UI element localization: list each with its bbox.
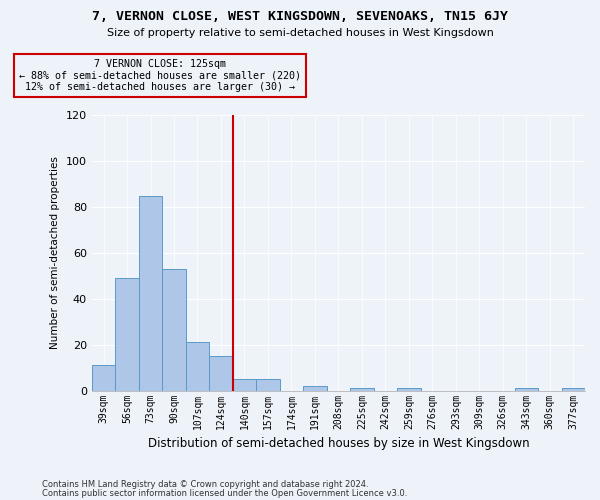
Text: Size of property relative to semi-detached houses in West Kingsdown: Size of property relative to semi-detach… xyxy=(107,28,493,38)
Bar xyxy=(303,386,326,390)
Bar xyxy=(350,388,374,390)
Y-axis label: Number of semi-detached properties: Number of semi-detached properties xyxy=(50,156,60,350)
Bar xyxy=(562,388,585,390)
Bar xyxy=(139,196,162,390)
Text: Contains public sector information licensed under the Open Government Licence v3: Contains public sector information licen… xyxy=(42,489,407,498)
Bar xyxy=(209,356,233,390)
Bar xyxy=(397,388,421,390)
Bar xyxy=(92,366,115,390)
X-axis label: Distribution of semi-detached houses by size in West Kingsdown: Distribution of semi-detached houses by … xyxy=(148,437,529,450)
Bar xyxy=(515,388,538,390)
Text: 7, VERNON CLOSE, WEST KINGSDOWN, SEVENOAKS, TN15 6JY: 7, VERNON CLOSE, WEST KINGSDOWN, SEVENOA… xyxy=(92,10,508,23)
Bar xyxy=(256,379,280,390)
Bar xyxy=(162,269,186,390)
Bar xyxy=(233,379,256,390)
Bar xyxy=(186,342,209,390)
Bar xyxy=(115,278,139,390)
Text: Contains HM Land Registry data © Crown copyright and database right 2024.: Contains HM Land Registry data © Crown c… xyxy=(42,480,368,489)
Text: 7 VERNON CLOSE: 125sqm
← 88% of semi-detached houses are smaller (220)
12% of se: 7 VERNON CLOSE: 125sqm ← 88% of semi-det… xyxy=(19,59,301,92)
